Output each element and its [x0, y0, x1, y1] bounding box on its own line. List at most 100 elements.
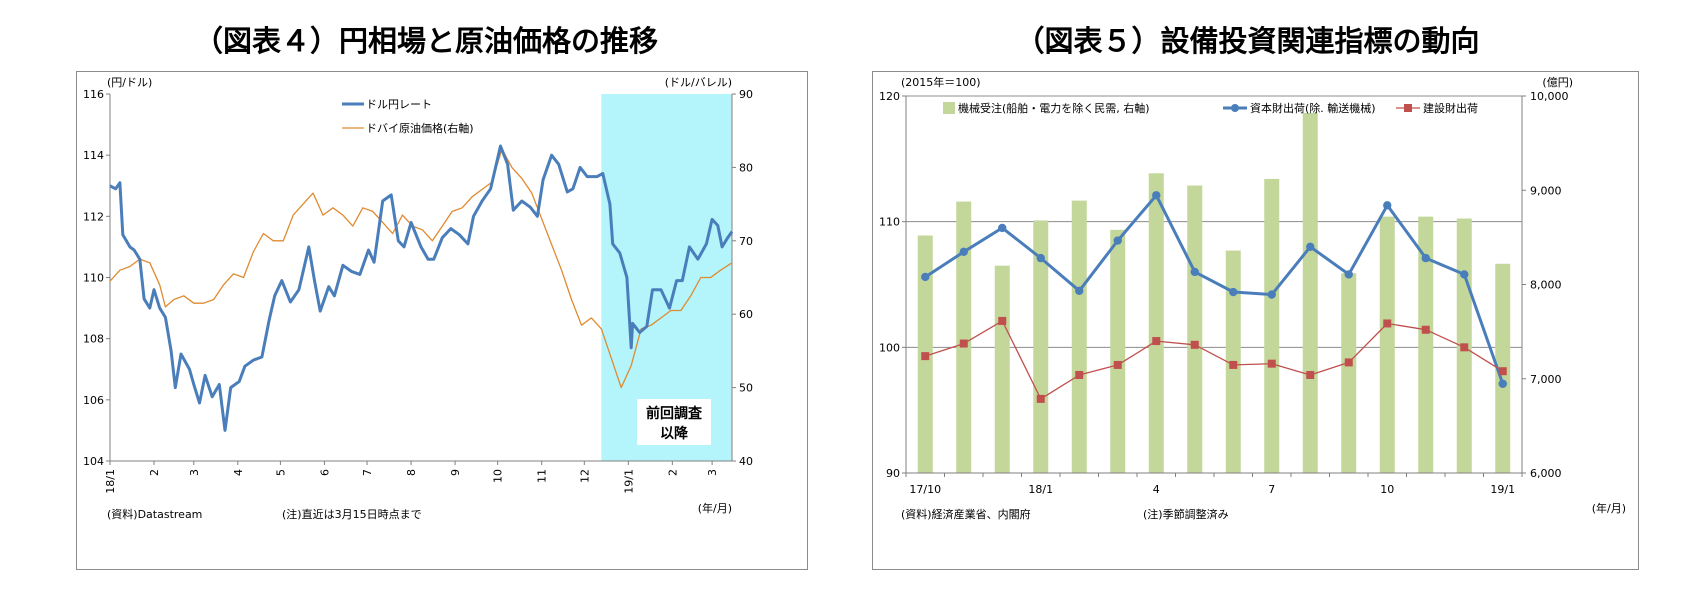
point-construction-goods: [1460, 343, 1469, 352]
bar-machinery-orders: [1418, 216, 1434, 473]
point-construction-goods: [998, 316, 1007, 325]
y-tick-label-left: 120: [879, 90, 900, 103]
chart-panel-exchange-oil: 前回調査 以降 116 114 112 110 108 106 104 90 80 70 60 50 40 1…: [76, 71, 808, 570]
chart-panel-capex: 120 110 100 90 10,000 9,000 8,000 7,000 6,000 17/…: [872, 71, 1639, 570]
chart-title-right: （図表５）設備投資関連指標の動向: [1015, 24, 1480, 58]
x-tick-label: 9: [449, 469, 462, 476]
y-tick-label-left: 104: [83, 455, 104, 468]
point-construction-goods: [1036, 394, 1045, 403]
legend-marker-capital-goods: [1231, 104, 1239, 112]
point-capital-goods: [1229, 287, 1238, 297]
point-capital-goods: [1113, 236, 1122, 245]
point-capital-goods: [1036, 253, 1045, 263]
point-construction-goods: [1075, 370, 1084, 379]
y-tick-label-left: 112: [83, 210, 104, 223]
chart-title-left: （図表４）円相場と原油価格の推移: [193, 24, 658, 58]
x-axis-label: (年/月): [698, 501, 732, 515]
x-tick-label: 7: [1268, 483, 1275, 496]
legend-label: ドバイ原油価格(右軸): [366, 121, 474, 135]
y-tick-label-right: 90: [739, 88, 753, 101]
x-tick-label: 10: [492, 469, 505, 483]
bar-machinery-orders: [994, 265, 1010, 473]
y-tick-label-right: 70: [739, 235, 753, 248]
x-tick-label: 6: [318, 469, 331, 476]
point-capital-goods: [1460, 270, 1469, 279]
point-construction-goods: [1190, 340, 1199, 349]
x-tick-label: 19/1: [1490, 483, 1515, 496]
point-construction-goods: [1421, 325, 1430, 334]
x-tick-label: 4: [232, 469, 245, 476]
y-tick-label-right: 9,000: [1530, 184, 1562, 197]
y-tick-label-left: 110: [83, 272, 104, 285]
x-tick-label: 8: [405, 469, 418, 476]
bar-machinery-orders: [1110, 229, 1126, 473]
x-tick-label: 3: [706, 469, 719, 476]
legend-label: 機械受注(船舶・電力を除く民需, 右軸): [958, 101, 1150, 115]
x-tick-label: 3: [188, 469, 201, 476]
point-capital-goods: [959, 247, 968, 257]
point-capital-goods: [1267, 290, 1276, 299]
x-tick-label: 19/1: [622, 469, 635, 494]
point-capital-goods: [1075, 286, 1084, 295]
y-tick-label-right: 8,000: [1530, 279, 1562, 292]
legend-label: 建設財出荷: [1423, 101, 1478, 115]
bar-machinery-orders: [1302, 112, 1318, 473]
x-tick-label: 5: [274, 469, 287, 476]
point-capital-goods: [1421, 253, 1430, 263]
point-capital-goods: [1383, 201, 1392, 210]
point-construction-goods: [1383, 319, 1392, 328]
point-capital-goods: [921, 272, 930, 282]
series-line-capital-goods: [924, 193, 1505, 385]
y-tick-label-right: 7,000: [1530, 373, 1562, 386]
series-line-yen-rate: [109, 144, 734, 432]
legend-swatch-bars: [943, 102, 955, 114]
series-line-construction-goods: [925, 320, 1504, 400]
series-line-dubai-oil: [109, 148, 733, 389]
point-capital-goods: [1152, 191, 1161, 200]
point-capital-goods: [1190, 267, 1199, 277]
point-construction-goods: [1267, 359, 1276, 368]
y-tick-label-left: 116: [83, 88, 104, 101]
bar-machinery-orders: [1379, 216, 1395, 473]
y-tick-label-right: 80: [739, 161, 753, 174]
bar-machinery-orders: [1187, 185, 1203, 473]
y-tick-label-right: 6,000: [1530, 467, 1562, 480]
y-tick-label-left: 90: [886, 467, 900, 480]
y-tick-label-right: 40: [739, 455, 753, 468]
bar-machinery-orders: [1033, 220, 1049, 473]
y-tick-label-right: 60: [739, 308, 753, 321]
bar-machinery-orders: [1071, 200, 1087, 473]
y-tick-label-left: 100: [879, 341, 900, 354]
y-tick-label-right: 50: [739, 382, 753, 395]
point-construction-goods: [1306, 370, 1315, 379]
x-tick-label: 11: [536, 469, 549, 483]
point-capital-goods: [998, 223, 1007, 233]
y-tick-label-left: 106: [83, 394, 104, 407]
y-tick-label-right: 10,000: [1530, 90, 1569, 103]
bar-machinery-orders: [1148, 173, 1164, 473]
capex-chart: 120 110 100 90 10,000 9,000 8,000 7,000 6,000 17/…: [879, 75, 1626, 521]
y-axis-label-right: (億円): [1542, 76, 1573, 89]
x-tick-label: 12: [578, 469, 591, 483]
footnote: (注)季節調整済み: [1143, 507, 1229, 521]
y-axis-label-right: (ドル/バレル): [665, 76, 732, 89]
bar-machinery-orders: [1264, 178, 1280, 473]
point-capital-goods: [1306, 242, 1315, 251]
legend-label: 資本財出荷(除. 輸送機械): [1250, 101, 1376, 115]
legend-marker-construction-goods: [1404, 104, 1412, 112]
exchange-oil-chart: 前回調査以降1161141121101081061049080706050401…: [83, 76, 753, 521]
point-construction-goods: [959, 339, 968, 348]
x-tick-label: 4: [1153, 483, 1160, 496]
x-axis-label: (年/月): [1592, 501, 1626, 515]
point-construction-goods: [1344, 358, 1353, 367]
x-tick-label: 18/1: [1028, 483, 1053, 496]
bar-machinery-orders: [956, 201, 972, 473]
y-tick-label-left: 114: [83, 149, 104, 162]
x-tick-label: 18/1: [104, 469, 117, 494]
point-construction-goods: [1152, 337, 1161, 346]
shaded-label-line-1: 前回調査: [646, 405, 703, 422]
bar-machinery-orders: [1341, 273, 1357, 473]
x-tick-label: 7: [361, 469, 374, 476]
point-construction-goods: [921, 352, 930, 361]
point-capital-goods: [1344, 270, 1353, 279]
